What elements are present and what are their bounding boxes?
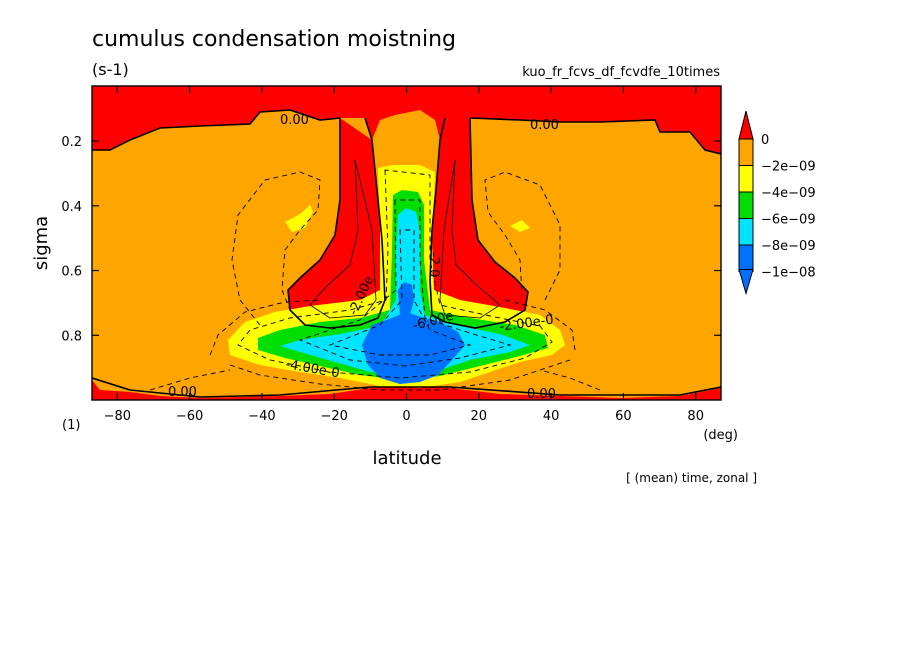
region-column-left-positive [288, 118, 385, 328]
colorbar-label: −6e−09 [761, 213, 816, 228]
x-tick-label: −60 [176, 409, 203, 424]
region-surface-positive [92, 380, 721, 400]
colorbar-extend-bottom [738, 269, 754, 296]
colorbar-swatch [738, 165, 754, 193]
colorbar-label: −1e−08 [761, 266, 816, 281]
y-tick-label: 0.2 [61, 135, 82, 150]
chart-title: cumulus condensation moistning [92, 27, 456, 52]
colorbar-label: −2e−09 [761, 160, 816, 175]
contour-field [92, 86, 721, 400]
y-tick-label: 0.6 [61, 265, 82, 280]
x-unit-label: (deg) [703, 428, 738, 443]
region-minus1e-8 [362, 312, 465, 384]
contour-label: 0.00 [527, 387, 556, 402]
x-tick-label: −20 [320, 409, 347, 424]
contour-lines-positive-inner [309, 159, 501, 319]
footer-label: [ (mean) time, zonal ] [626, 471, 757, 485]
y-tick-label: 0.8 [61, 329, 82, 344]
y-axis-title: sigma [31, 216, 52, 270]
contour-label: -2.0 [426, 252, 441, 277]
y-tick-label: 0.4 [61, 200, 82, 215]
colorbar-swatch [738, 138, 754, 166]
x-tick-label: −80 [104, 409, 131, 424]
y-unit-label: (1) [62, 418, 80, 433]
x-tick-label: 0 [402, 409, 410, 424]
region-minus4e-9-left-patch [285, 205, 313, 232]
x-axis: −80 −60 −40 −20 0 20 40 60 80 [104, 86, 704, 424]
colorbar-swatch [738, 218, 754, 246]
x-tick-label: −40 [248, 409, 275, 424]
x-tick-label: 20 [471, 409, 488, 424]
contour-label: 0.00 [530, 118, 559, 133]
colorbar-label: −4e−09 [761, 186, 816, 201]
units-label: (s-1) [92, 60, 129, 79]
y-axis: 0.2 0.4 0.6 0.8 [61, 135, 721, 344]
region-minus4e-9-right-patch [510, 220, 530, 232]
contour-lines-zero [92, 109, 721, 398]
run-name-label: kuo_fr_fcvs_df_fcvdfe_10times [522, 65, 720, 80]
colorbar-label: −8e−09 [761, 239, 816, 254]
colorbar: 0 −2e−09 −4e−09 −6e−09 −8e−09 −1e−08 [738, 110, 816, 296]
x-axis-title: latitude [372, 448, 441, 469]
region-minus1e-8-column [398, 282, 414, 316]
contour-label: 0.00 [168, 385, 197, 400]
colorbar-swatch [738, 244, 754, 272]
contour-label: 0.00 [280, 113, 309, 128]
region-upper-positive [92, 86, 721, 154]
colorbar-swatch [738, 191, 754, 219]
colorbar-label: 0 [761, 133, 769, 148]
contour-lines-negative [149, 169, 601, 391]
x-tick-label: 60 [615, 409, 632, 424]
x-tick-label: 80 [687, 409, 704, 424]
colorbar-extend-top [738, 110, 754, 140]
x-tick-label: 40 [543, 409, 560, 424]
